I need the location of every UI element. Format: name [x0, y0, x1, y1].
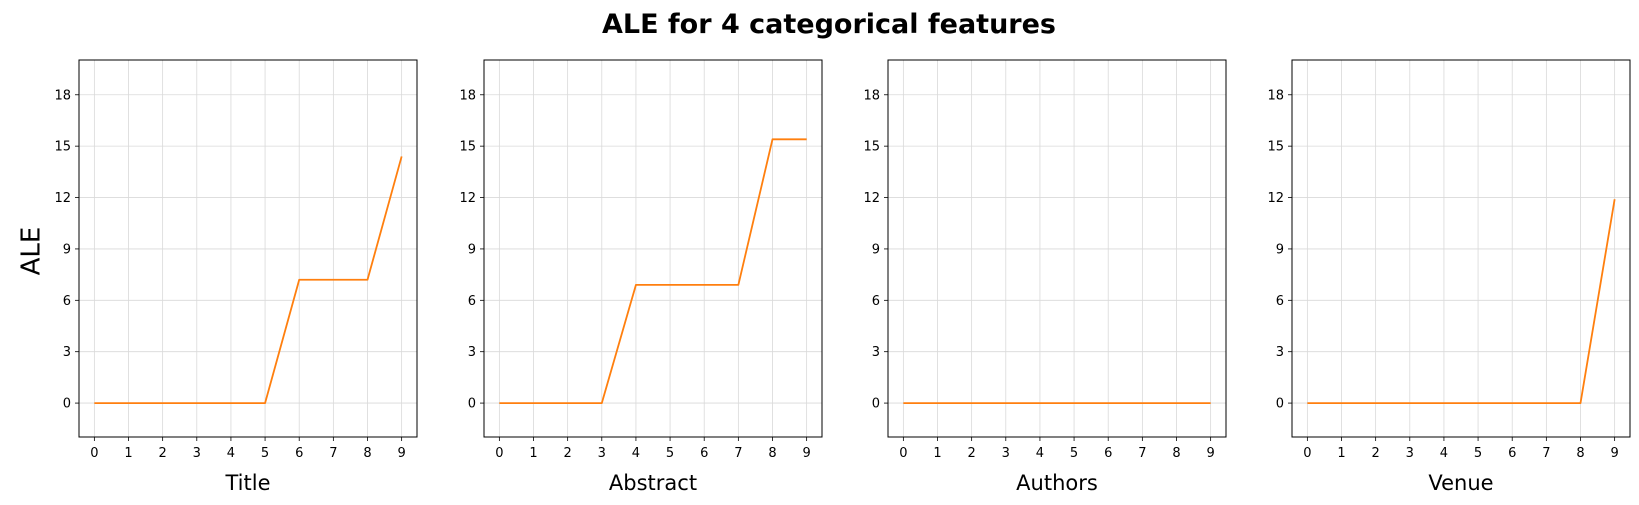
y-tick-label: 6 [1276, 294, 1284, 309]
x-tick-label: 7 [734, 446, 742, 461]
x-axis-label: Title [224, 471, 270, 495]
x-tick-label: 3 [1406, 446, 1414, 461]
y-axis-label: ALE [17, 227, 47, 276]
x-tick-label: 6 [295, 446, 303, 461]
x-tick-label: 3 [1002, 446, 1010, 461]
x-tick-label: 3 [598, 446, 606, 461]
x-tick-label: 2 [564, 446, 572, 461]
x-tick-label: 8 [1576, 446, 1584, 461]
x-tick-label: 0 [495, 446, 503, 461]
x-tick-label: 1 [933, 446, 941, 461]
panel-background [79, 60, 417, 437]
panel-frame [78, 59, 418, 438]
x-tick-label: 7 [1542, 446, 1550, 461]
x-tick-label: 3 [193, 446, 201, 461]
y-tick-label: 6 [872, 294, 880, 309]
y-tick-label: 6 [468, 294, 476, 309]
x-tick-label: 9 [1610, 446, 1618, 461]
x-axis-label: Abstract [609, 471, 697, 495]
y-tick-label: 12 [863, 191, 880, 206]
y-tick-label: 15 [54, 140, 71, 155]
x-tick-label: 4 [632, 446, 640, 461]
y-tick-label: 3 [1276, 345, 1284, 360]
x-tick-label: 0 [899, 446, 907, 461]
x-tick-label: 6 [1508, 446, 1516, 461]
ale-series-line [1307, 199, 1616, 404]
x-tick-label: 9 [1206, 446, 1214, 461]
x-tick-label: 0 [1303, 446, 1311, 461]
y-tick-label: 15 [863, 140, 880, 155]
panel-frame [1291, 59, 1631, 438]
chart-title: ALE for 4 categorical features [602, 9, 1056, 40]
x-tick-label: 7 [329, 446, 337, 461]
y-tick-label: 0 [468, 397, 476, 412]
y-tick-label: 3 [468, 345, 476, 360]
y-tick-label: 18 [863, 88, 880, 103]
x-tick-label: 2 [1372, 446, 1380, 461]
x-tick-label: 5 [666, 446, 674, 461]
y-tick-label: 18 [1267, 88, 1284, 103]
x-tick-label: 1 [1337, 446, 1345, 461]
x-tick-label: 4 [1440, 446, 1448, 461]
x-tick-label: 8 [768, 446, 776, 461]
x-axis-label: Authors [1016, 471, 1098, 495]
x-tick-label: 5 [1070, 446, 1078, 461]
y-tick-label: 12 [54, 191, 71, 206]
x-axis-label: Venue [1428, 471, 1493, 495]
x-tick-label: 8 [363, 446, 371, 461]
y-tick-label: 12 [459, 191, 476, 206]
x-tick-label: 5 [1474, 446, 1482, 461]
x-tick-label: 4 [227, 446, 235, 461]
x-tick-label: 6 [1104, 446, 1112, 461]
y-tick-label: 9 [468, 242, 476, 257]
x-tick-label: 9 [397, 446, 405, 461]
x-tick-label: 1 [529, 446, 537, 461]
y-tick-label: 3 [872, 345, 880, 360]
y-tick-label: 9 [1276, 242, 1284, 257]
panel-background [888, 60, 1226, 437]
x-tick-label: 2 [159, 446, 167, 461]
x-tick-label: 1 [124, 446, 132, 461]
y-tick-label: 18 [459, 88, 476, 103]
x-tick-label: 9 [802, 446, 810, 461]
x-tick-label: 4 [1036, 446, 1044, 461]
x-tick-label: 7 [1138, 446, 1146, 461]
y-tick-label: 9 [872, 242, 880, 257]
y-tick-label: 15 [459, 140, 476, 155]
y-tick-label: 18 [54, 88, 71, 103]
y-tick-label: 6 [63, 294, 71, 309]
y-tick-label: 0 [63, 397, 71, 412]
y-tick-label: 12 [1267, 191, 1284, 206]
x-tick-label: 0 [90, 446, 98, 461]
y-tick-label: 0 [872, 397, 880, 412]
panel-background [484, 60, 822, 437]
panel-frame [483, 59, 823, 438]
ale-series-line [94, 156, 403, 404]
x-tick-label: 8 [1172, 446, 1180, 461]
y-tick-label: 15 [1267, 140, 1284, 155]
y-tick-label: 0 [1276, 397, 1284, 412]
ale-series-line [499, 138, 807, 404]
y-tick-label: 9 [63, 242, 71, 257]
y-tick-label: 3 [63, 345, 71, 360]
panel-background [1292, 60, 1630, 437]
panel-frame [887, 59, 1227, 438]
x-tick-label: 2 [968, 446, 976, 461]
x-tick-label: 5 [261, 446, 269, 461]
x-tick-label: 6 [700, 446, 708, 461]
